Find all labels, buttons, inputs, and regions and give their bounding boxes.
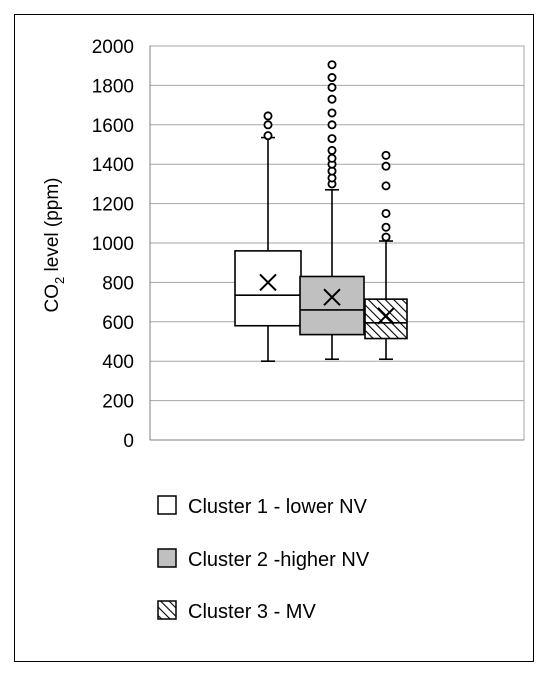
y-tick-label-1800: 1800 bbox=[92, 76, 134, 97]
mean-marker-stroke-b bbox=[323, 288, 341, 306]
box-cluster-1 bbox=[234, 111, 302, 363]
legend-label-cluster-3: Cluster 3 - MV bbox=[188, 601, 316, 623]
outlier-point bbox=[381, 208, 391, 218]
outlier-point bbox=[327, 73, 337, 83]
outlier-point bbox=[381, 232, 391, 242]
y-tick-label-600: 600 bbox=[102, 313, 134, 334]
y-tick-label-400: 400 bbox=[102, 352, 134, 373]
legend-label-cluster-2: Cluster 2 -higher NV bbox=[188, 549, 370, 571]
iqr-box bbox=[299, 275, 365, 336]
axes: 0 200 400 600 800 1000 1200 1400 1600 1800 2000 bbox=[92, 37, 525, 452]
legend-swatch-cluster-3 bbox=[157, 600, 177, 620]
outlier-point bbox=[327, 60, 337, 70]
outlier-point bbox=[327, 153, 337, 163]
outlier-point bbox=[381, 222, 391, 232]
outlier-point bbox=[327, 94, 337, 104]
outlier-point bbox=[327, 145, 337, 155]
outlier-point bbox=[327, 134, 337, 144]
grid-lines bbox=[150, 45, 524, 402]
legend-item-cluster-3: Cluster 3 - MV bbox=[157, 600, 316, 623]
mean-marker-stroke-b bbox=[377, 307, 395, 325]
boxes bbox=[234, 60, 408, 363]
legend: Cluster 1 - lower NV Cluster 2 -higher N… bbox=[157, 495, 370, 623]
y-tick-label-1600: 1600 bbox=[92, 116, 134, 137]
iqr-box bbox=[234, 250, 302, 327]
outlier-point bbox=[263, 120, 273, 130]
legend-swatch-cluster-2 bbox=[157, 548, 177, 568]
mean-marker-stroke-b bbox=[259, 273, 277, 292]
y-tick-label-1400: 1400 bbox=[92, 155, 134, 176]
box-cluster-2 bbox=[299, 60, 365, 361]
outlier-point bbox=[381, 161, 391, 171]
y-tick-label-800: 800 bbox=[102, 273, 134, 294]
outlier-point bbox=[263, 131, 273, 141]
mean-marker bbox=[259, 273, 277, 292]
y-axis-label: CO2 level (ppm) bbox=[42, 178, 67, 313]
outlier-point bbox=[263, 111, 273, 121]
y-tick-label-2000: 2000 bbox=[92, 37, 134, 58]
legend-swatch-cluster-1 bbox=[157, 495, 177, 515]
outlier-point bbox=[381, 150, 391, 160]
outlier-point bbox=[327, 82, 337, 92]
chart-frame bbox=[14, 14, 534, 662]
iqr-box bbox=[364, 298, 408, 340]
y-tick-label-0: 0 bbox=[123, 431, 134, 452]
legend-label-cluster-1: Cluster 1 - lower NV bbox=[188, 496, 368, 518]
outlier-point bbox=[327, 120, 337, 130]
box-cluster-3 bbox=[364, 150, 408, 361]
outlier-point bbox=[381, 181, 391, 191]
mean-marker bbox=[323, 288, 341, 306]
outlier-point bbox=[327, 108, 337, 118]
y-tick-label-1200: 1200 bbox=[92, 195, 134, 216]
y-tick-label-200: 200 bbox=[102, 392, 134, 413]
legend-item-cluster-2: Cluster 2 -higher NV bbox=[157, 548, 370, 571]
legend-item-cluster-1: Cluster 1 - lower NV bbox=[157, 495, 368, 518]
y-tick-label-1000: 1000 bbox=[92, 234, 134, 255]
mean-marker bbox=[377, 307, 395, 325]
